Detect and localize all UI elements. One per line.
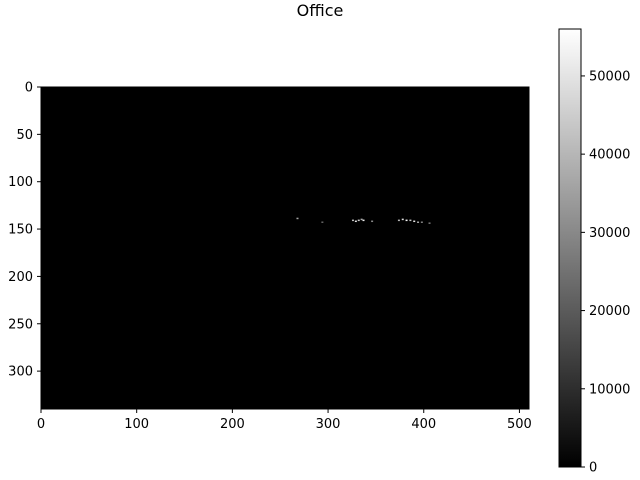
- y-tick-label: 50: [16, 128, 33, 143]
- colorbar-gradient: [559, 29, 581, 467]
- bright-pixel: [401, 218, 404, 221]
- bright-pixel: [362, 219, 365, 222]
- bright-pixels-layer: [296, 217, 431, 224]
- bright-pixel: [354, 220, 357, 223]
- colorbar-tick-label: 50000: [589, 69, 630, 84]
- y-tick-label: 0: [25, 81, 33, 96]
- y-axis: 0 50 100 150 200 250 300: [8, 81, 41, 380]
- image-frame: [40, 86, 530, 410]
- bright-pixel: [413, 220, 416, 223]
- bright-pixel: [321, 221, 324, 223]
- colorbar-tick-label: 20000: [589, 304, 630, 319]
- image-axes: 0 100 200 300 400 500 0 50 100 150 200 250 300: [8, 81, 532, 433]
- bright-pixel: [360, 218, 363, 221]
- colorbar-frame: [558, 28, 582, 468]
- x-tick-label: 100: [124, 417, 149, 432]
- colorbar: 0 10000 20000 30000 40000 50000: [558, 28, 630, 476]
- x-tick-label: 500: [507, 417, 532, 432]
- bright-pixel: [357, 219, 360, 222]
- y-tick-label: 150: [8, 223, 33, 238]
- bright-pixel: [296, 217, 299, 220]
- bright-pixel: [405, 219, 408, 222]
- chart-title: Office: [297, 1, 344, 20]
- x-tick-label: 0: [37, 417, 45, 432]
- x-tick-label: 300: [316, 417, 341, 432]
- colorbar-tick-label: 40000: [589, 148, 630, 163]
- colorbar-ticks: 0 10000 20000 30000 40000 50000: [581, 69, 630, 476]
- x-tick-label: 200: [220, 417, 245, 432]
- bright-pixel: [371, 220, 374, 223]
- image-area: [41, 87, 529, 409]
- bright-pixel: [417, 221, 420, 223]
- y-tick-label: 100: [8, 175, 33, 190]
- colorbar-tick-label: 0: [589, 461, 597, 476]
- y-tick-label: 250: [8, 317, 33, 332]
- bright-pixel: [428, 222, 431, 224]
- x-tick-label: 400: [411, 417, 436, 432]
- y-tick-label: 300: [8, 365, 33, 380]
- y-tick-label: 200: [8, 270, 33, 285]
- bright-pixel: [351, 219, 354, 222]
- x-axis: 0 100 200 300 400 500: [37, 409, 532, 432]
- bright-pixel: [397, 219, 400, 222]
- bright-pixel: [409, 219, 412, 222]
- colorbar-tick-label: 10000: [589, 382, 630, 397]
- bright-pixel: [420, 221, 423, 223]
- colorbar-tick-label: 30000: [589, 226, 630, 241]
